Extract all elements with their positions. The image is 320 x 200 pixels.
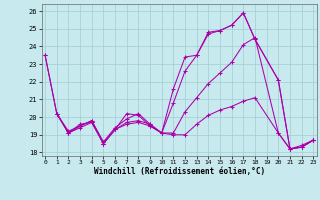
X-axis label: Windchill (Refroidissement éolien,°C): Windchill (Refroidissement éolien,°C) xyxy=(94,167,265,176)
